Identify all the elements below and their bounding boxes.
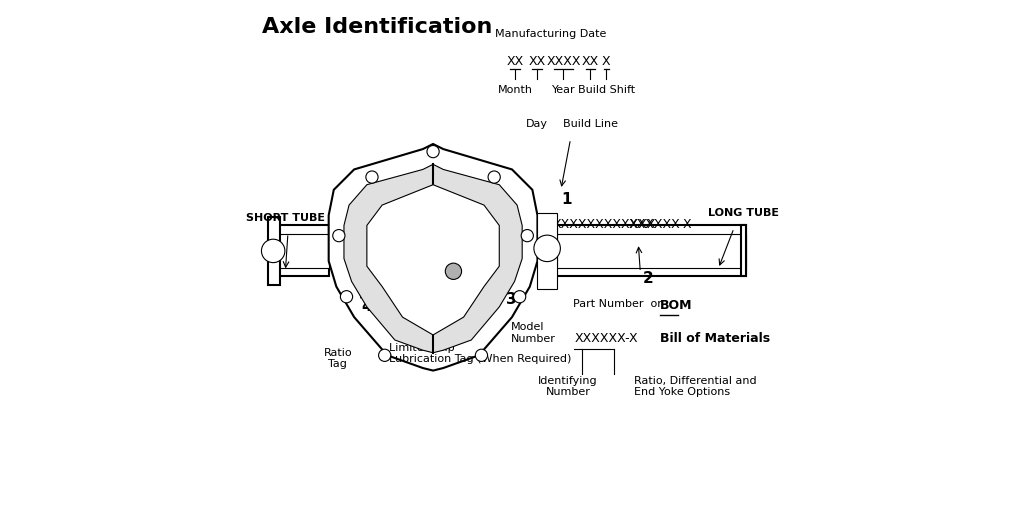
Text: Identifying
Number: Identifying Number bbox=[539, 376, 598, 397]
Polygon shape bbox=[329, 144, 538, 371]
Text: Ratio, Differential and
End Yoke Options: Ratio, Differential and End Yoke Options bbox=[634, 376, 757, 397]
Polygon shape bbox=[344, 164, 522, 353]
Text: Build Line: Build Line bbox=[563, 118, 617, 129]
Text: 3: 3 bbox=[506, 292, 516, 307]
Text: XXXXXXXXXXXX: XXXXXXXXXXXX bbox=[553, 218, 656, 231]
Bar bbox=[741, 225, 746, 276]
Text: XX: XX bbox=[507, 55, 523, 68]
Circle shape bbox=[366, 171, 378, 183]
Text: XXXXXX-X: XXXXXX-X bbox=[574, 332, 638, 346]
Text: XX: XX bbox=[582, 55, 599, 68]
Text: Month: Month bbox=[498, 86, 532, 95]
Circle shape bbox=[340, 291, 352, 303]
Bar bbox=[267, 217, 280, 285]
Text: Day: Day bbox=[526, 118, 548, 129]
Text: 1: 1 bbox=[561, 193, 571, 207]
Circle shape bbox=[475, 349, 487, 361]
Text: XXXX: XXXX bbox=[546, 55, 581, 68]
Circle shape bbox=[427, 145, 439, 158]
Circle shape bbox=[513, 291, 525, 303]
Bar bbox=[557, 233, 746, 268]
Circle shape bbox=[488, 171, 501, 183]
Bar bbox=[270, 225, 329, 276]
Text: LONG TUBE: LONG TUBE bbox=[709, 208, 779, 218]
Text: Axle Identification: Axle Identification bbox=[262, 17, 493, 37]
Text: Manufacturing Date: Manufacturing Date bbox=[495, 29, 606, 39]
Text: Bill of Materials: Bill of Materials bbox=[659, 332, 770, 346]
Text: Part Number  or: Part Number or bbox=[573, 300, 662, 309]
Bar bbox=[270, 233, 329, 268]
Circle shape bbox=[333, 229, 345, 242]
Circle shape bbox=[534, 235, 560, 262]
Text: XX: XX bbox=[528, 55, 546, 68]
Polygon shape bbox=[367, 185, 500, 335]
Text: Limited Slip
Lubrication Tag (When Required): Limited Slip Lubrication Tag (When Requi… bbox=[389, 343, 571, 364]
Bar bbox=[557, 225, 746, 276]
Text: XXXXXX-X: XXXXXX-X bbox=[629, 218, 693, 231]
Text: 4: 4 bbox=[361, 300, 373, 314]
Text: X: X bbox=[602, 55, 610, 68]
Circle shape bbox=[261, 239, 285, 263]
Text: 5: 5 bbox=[395, 300, 406, 314]
Text: SHORT TUBE: SHORT TUBE bbox=[246, 213, 325, 223]
Circle shape bbox=[379, 349, 391, 361]
Text: Model
Number: Model Number bbox=[511, 322, 556, 344]
Text: XX: XX bbox=[486, 269, 500, 279]
Bar bbox=[538, 212, 557, 289]
Text: Ratio
Tag: Ratio Tag bbox=[324, 348, 352, 369]
Text: Build Shift: Build Shift bbox=[578, 86, 635, 95]
Text: 2: 2 bbox=[643, 271, 653, 286]
Circle shape bbox=[445, 263, 462, 280]
Text: BOM: BOM bbox=[659, 300, 692, 312]
Text: Year: Year bbox=[552, 86, 575, 95]
Circle shape bbox=[521, 229, 534, 242]
